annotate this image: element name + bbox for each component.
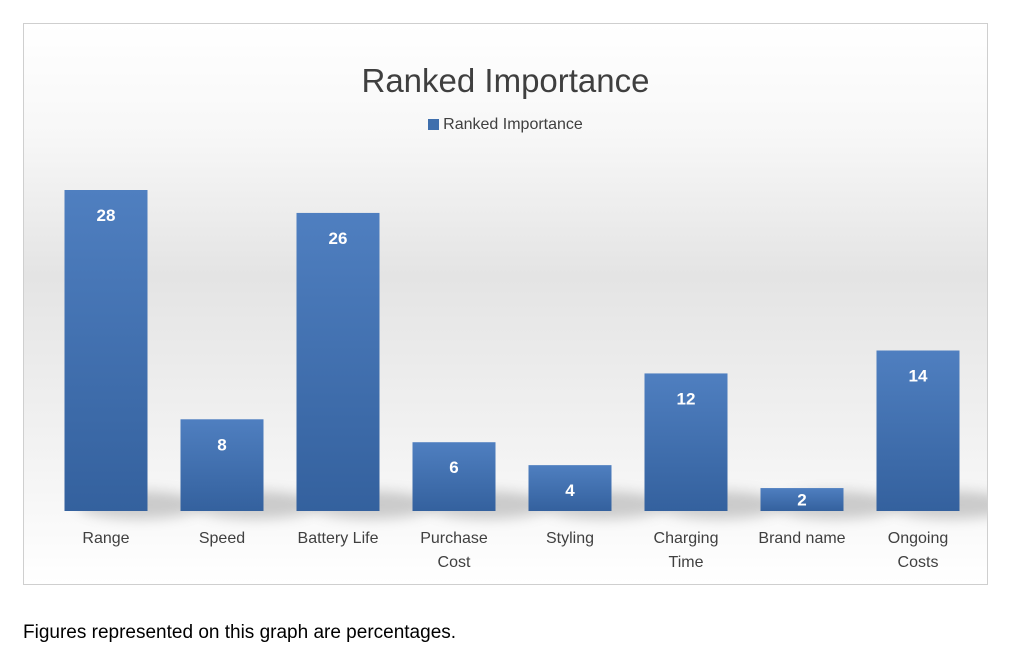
bar-value-label: 4 <box>565 481 575 500</box>
bar <box>412 442 496 511</box>
category-label-line: Styling <box>546 530 594 547</box>
category-label: Battery Life <box>298 530 379 547</box>
footnote: Figures represented on this graph are pe… <box>23 622 457 643</box>
chart-frame: Ranked Importance Ranked Importance 28 8 2… <box>23 23 988 585</box>
bar <box>64 190 148 511</box>
category-label-line: Ongoing <box>888 530 949 547</box>
bar <box>644 373 728 511</box>
category-label: Charging Time <box>654 530 719 571</box>
legend: Ranked Importance <box>24 116 987 134</box>
bar-value-label: 14 <box>909 367 928 386</box>
bar <box>180 419 264 511</box>
category-label-line: Brand name <box>758 530 845 547</box>
bar <box>528 465 612 511</box>
category-label-line: Range <box>82 530 129 547</box>
category-label: Purchase Cost <box>420 530 488 571</box>
bar-value-label: 8 <box>217 435 226 454</box>
bar <box>760 488 844 511</box>
category-label-line: Cost <box>438 554 471 571</box>
bar-value-label: 12 <box>677 389 696 408</box>
category-label-line: Time <box>669 554 704 571</box>
bar-value-label: 26 <box>329 229 348 248</box>
bar-value-label: 28 <box>97 206 116 225</box>
category-label-line: Purchase <box>420 530 488 547</box>
category-label: Styling <box>546 530 594 547</box>
bar-plot: 28 8 26 6 4 12 2 14 Range Speed Battery Life Purch… <box>64 190 987 571</box>
category-label: Range <box>82 530 129 547</box>
category-label-line: Battery Life <box>298 530 379 547</box>
category-label-line: Speed <box>199 530 245 547</box>
bar-value-label: 2 <box>797 491 806 510</box>
legend-label: Ranked Importance <box>443 116 583 133</box>
category-label: Speed <box>199 530 245 547</box>
category-label-line: Charging <box>654 530 719 547</box>
chart-title: Ranked Importance <box>361 62 650 99</box>
bar-value-label: 6 <box>449 458 458 477</box>
category-label-line: Costs <box>898 554 939 571</box>
bar <box>876 350 960 511</box>
legend-swatch <box>428 119 440 130</box>
category-label: Brand name <box>758 530 845 547</box>
category-label: Ongoing Costs <box>888 530 949 571</box>
bar <box>296 212 380 511</box>
